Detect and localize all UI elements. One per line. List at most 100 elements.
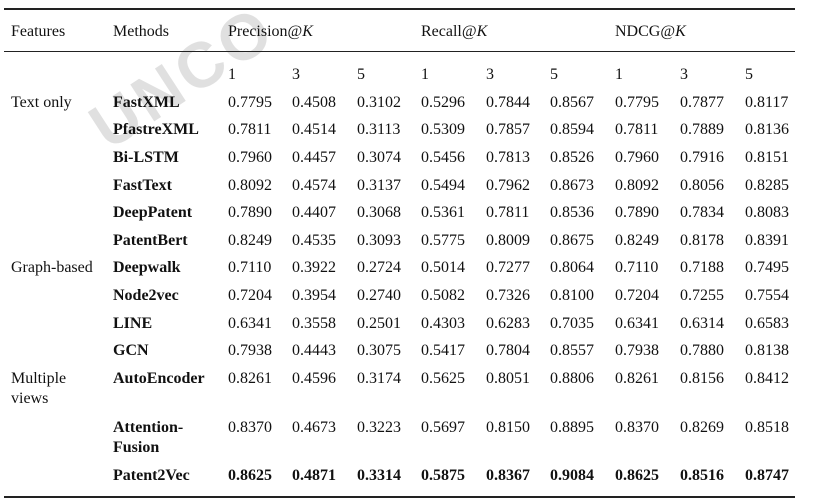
cell-value: 0.3223 [357, 419, 401, 436]
cell-value: 0.2501 [357, 315, 401, 332]
cell-value: 0.8536 [550, 204, 594, 221]
cell-value: 0.8261 [228, 370, 272, 387]
cell-value: 0.7326 [486, 287, 530, 304]
row-group: Graph-based [11, 259, 93, 276]
cell-value: 0.8117 [745, 94, 789, 111]
cell-value: 0.8806 [550, 370, 594, 387]
method: Attention-Fusion [113, 419, 184, 456]
cell-value: 0.8625 [228, 467, 272, 484]
cell-value: 0.6283 [486, 315, 530, 332]
k-value: 1 [228, 66, 236, 83]
method: Bi-LSTM [113, 149, 179, 166]
cell-value: 0.8178 [680, 232, 724, 249]
cell-value: 0.8391 [745, 232, 789, 249]
cell-value: 0.5296 [421, 94, 465, 111]
cell-value: 0.8009 [486, 232, 530, 249]
cell-value: 0.7811 [486, 204, 530, 221]
method: PfastreXML [113, 121, 199, 138]
cell-value: 0.3068 [357, 204, 401, 221]
header-group: NDCG@K [615, 22, 686, 42]
cell-value: 0.8269 [680, 419, 724, 436]
cell-value: 0.7188 [680, 259, 724, 276]
cell-value: 0.7110 [615, 259, 659, 276]
cell-value: 0.2724 [357, 259, 401, 276]
cell-value: 0.8083 [745, 204, 789, 221]
cell-value: 0.7554 [745, 287, 789, 304]
cell-value: 0.4443 [292, 342, 336, 359]
cell-value: 0.8895 [550, 419, 594, 436]
cell-value: 0.4673 [292, 419, 336, 436]
cell-value: 0.7204 [228, 287, 272, 304]
cell-value: 0.7277 [486, 259, 530, 276]
cell-value: 0.5014 [421, 259, 465, 276]
mid-rule [4, 51, 795, 52]
cell-value: 0.3558 [292, 315, 336, 332]
cell-value: 0.7880 [680, 342, 724, 359]
cell-value: 0.8136 [745, 121, 789, 138]
cell-value: 0.6341 [228, 315, 272, 332]
cell-value: 0.7857 [486, 121, 530, 138]
k-value: 3 [292, 66, 300, 83]
cell-value: 0.7035 [550, 315, 594, 332]
cell-value: 0.8261 [615, 370, 659, 387]
k-value: 5 [550, 66, 558, 83]
cell-value: 0.3314 [357, 467, 401, 484]
cell-value: 0.7795 [615, 94, 659, 111]
cell-value: 0.7916 [680, 149, 724, 166]
cell-value: 0.8249 [228, 232, 272, 249]
cell-value: 0.8557 [550, 342, 594, 359]
cell-value: 0.8516 [680, 467, 724, 484]
cell-value: 0.8370 [228, 419, 272, 436]
cell-value: 0.8156 [680, 370, 724, 387]
cell-value: 0.8370 [615, 419, 659, 436]
cell-value: 0.6341 [615, 315, 659, 332]
cell-value: 0.3113 [357, 121, 401, 138]
cell-value: 0.8367 [486, 467, 530, 484]
cell-value: 0.7889 [680, 121, 724, 138]
cell-value: 0.3074 [357, 149, 401, 166]
row-group: Multiple views [11, 370, 67, 407]
cell-value: 0.5775 [421, 232, 465, 249]
cell-value: 0.7811 [615, 121, 659, 138]
method: GCN [113, 342, 149, 359]
cell-value: 0.3075 [357, 342, 401, 359]
cell-value: 0.7877 [680, 94, 724, 111]
cell-value: 0.7813 [486, 149, 530, 166]
cell-value: 0.4508 [292, 94, 336, 111]
cell-value: 0.8673 [550, 177, 594, 194]
cell-value: 0.5082 [421, 287, 465, 304]
cell-value: 0.4514 [292, 121, 336, 138]
method: Deepwalk [113, 259, 181, 276]
cell-value: 0.4457 [292, 149, 336, 166]
method: FastXML [113, 94, 180, 111]
k-value: 1 [421, 66, 429, 83]
cell-value: 0.7204 [615, 287, 659, 304]
cell-value: 0.7255 [680, 287, 724, 304]
method: DeepPatent [113, 204, 193, 221]
cell-value: 0.5361 [421, 204, 465, 221]
cell-value: 0.9084 [550, 467, 594, 484]
cell-value: 0.8056 [680, 177, 724, 194]
cell-value: 0.7795 [228, 94, 272, 111]
header-methods: Methods [113, 23, 169, 40]
cell-value: 0.4574 [292, 177, 336, 194]
cell-value: 0.4871 [292, 467, 336, 484]
group-label: Precision@ [228, 23, 303, 40]
cell-value: 0.7890 [615, 204, 659, 221]
top-rule [4, 8, 795, 10]
method: FastText [113, 177, 172, 194]
cell-value: 0.8064 [550, 259, 594, 276]
cell-value: 0.7890 [228, 204, 272, 221]
cell-value: 0.8625 [615, 467, 659, 484]
cell-value: 0.5697 [421, 419, 465, 436]
k-value: 1 [615, 66, 623, 83]
cell-value: 0.6314 [680, 315, 724, 332]
cell-value: 0.8285 [745, 177, 789, 194]
cell-value: 0.8594 [550, 121, 594, 138]
cell-value: 0.7938 [228, 342, 272, 359]
cell-value: 0.5494 [421, 177, 465, 194]
cell-value: 0.8150 [486, 419, 530, 436]
cell-value: 0.5875 [421, 467, 465, 484]
cell-value: 0.8747 [745, 467, 789, 484]
cell-value: 0.2740 [357, 287, 401, 304]
